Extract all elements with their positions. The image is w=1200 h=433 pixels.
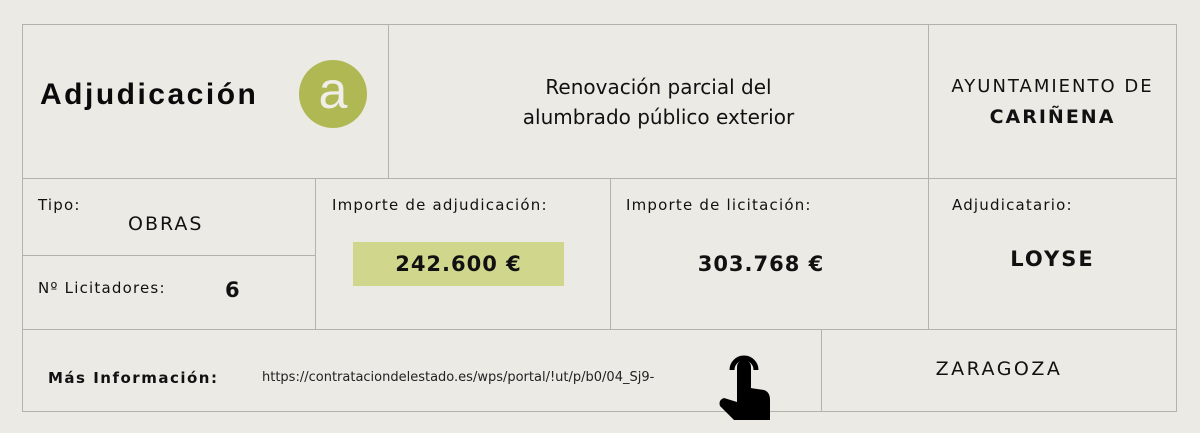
pointing-hand-icon[interactable] — [718, 350, 772, 422]
divider — [928, 24, 929, 329]
border-right — [1176, 24, 1177, 412]
licitacion-label: Importe de licitación: — [626, 196, 812, 214]
info-link[interactable]: https://contrataciondelestado.es/wps/por… — [262, 370, 655, 385]
badge-icon: a — [299, 60, 367, 128]
border-left — [22, 24, 23, 412]
divider — [22, 255, 315, 256]
project-line-1: Renovación parcial del — [545, 75, 772, 99]
info-label: Más Información: — [48, 369, 219, 387]
divider — [610, 178, 611, 329]
adjudicatario-label: Adjudicatario: — [952, 196, 1073, 214]
adjudicatario-value: LOYSE — [1010, 247, 1095, 271]
licitadores-value: 6 — [225, 278, 241, 302]
divider — [315, 178, 316, 329]
province: ZARAGOZA — [935, 358, 1063, 380]
divider — [22, 329, 1177, 330]
adjudicacion-label: Importe de adjudicación: — [332, 196, 548, 214]
authority-line-1: AYUNTAMIENTO DE — [951, 76, 1154, 97]
project-line-2: alumbrado público exterior — [522, 105, 795, 129]
page-title: Adjudicación — [40, 78, 259, 111]
authority-line-2: CARIÑENA — [989, 106, 1116, 128]
divider — [821, 329, 822, 411]
project-title: Renovación parcial del alumbrado público… — [389, 72, 928, 132]
licitacion-value: 303.768 € — [697, 252, 825, 276]
tipo-label: Tipo: — [38, 196, 81, 214]
licitadores-label: Nº Licitadores: — [38, 279, 166, 297]
border-top — [22, 24, 1177, 25]
tipo-value: OBRAS — [128, 213, 204, 235]
divider — [22, 178, 1177, 179]
adjudicacion-value: 242.600 € — [353, 242, 564, 286]
divider — [388, 24, 389, 178]
border-bottom — [22, 411, 1177, 412]
authority: AYUNTAMIENTO DE CARIÑENA — [929, 72, 1176, 132]
